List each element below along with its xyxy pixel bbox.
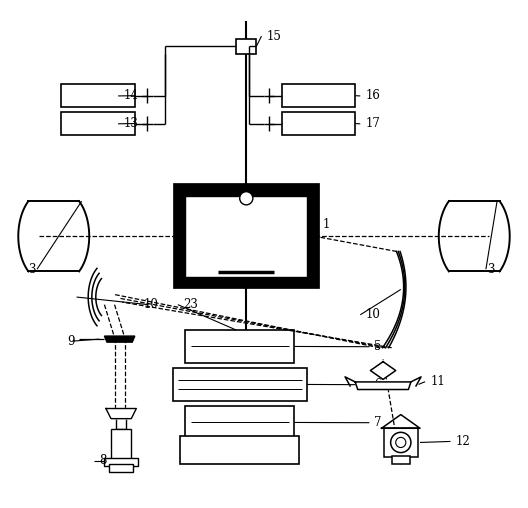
Polygon shape	[355, 382, 411, 390]
FancyBboxPatch shape	[61, 84, 135, 107]
Polygon shape	[370, 362, 395, 379]
FancyBboxPatch shape	[105, 458, 138, 466]
Text: 13: 13	[123, 117, 138, 130]
FancyBboxPatch shape	[181, 436, 299, 464]
Polygon shape	[105, 336, 135, 342]
Text: 12: 12	[456, 435, 470, 448]
Text: 3: 3	[28, 263, 36, 276]
FancyBboxPatch shape	[61, 112, 135, 135]
Text: 2: 2	[292, 247, 299, 261]
Text: 8: 8	[99, 454, 107, 467]
Text: 3: 3	[487, 263, 495, 276]
Text: 16: 16	[365, 89, 380, 103]
Text: 9: 9	[68, 335, 75, 347]
Text: 15: 15	[267, 29, 281, 43]
Text: 14: 14	[123, 89, 138, 103]
Text: 4: 4	[297, 271, 305, 284]
Text: 5: 5	[374, 340, 382, 353]
FancyBboxPatch shape	[282, 84, 355, 107]
FancyBboxPatch shape	[173, 368, 307, 401]
Text: 7: 7	[374, 416, 382, 429]
FancyBboxPatch shape	[109, 464, 133, 472]
FancyBboxPatch shape	[178, 188, 315, 284]
Circle shape	[395, 437, 406, 448]
FancyBboxPatch shape	[392, 456, 410, 464]
FancyBboxPatch shape	[185, 406, 295, 439]
Polygon shape	[106, 408, 136, 419]
FancyBboxPatch shape	[384, 428, 418, 457]
Circle shape	[391, 432, 411, 453]
FancyBboxPatch shape	[185, 330, 295, 363]
Text: 23: 23	[183, 298, 198, 311]
Text: 11: 11	[430, 375, 445, 388]
Circle shape	[240, 192, 253, 205]
Text: 17: 17	[365, 117, 380, 130]
Text: 6: 6	[374, 378, 382, 391]
Text: 1: 1	[322, 218, 329, 231]
FancyBboxPatch shape	[185, 196, 307, 277]
FancyBboxPatch shape	[111, 429, 131, 459]
FancyBboxPatch shape	[282, 112, 355, 135]
FancyBboxPatch shape	[236, 39, 257, 54]
Text: 10: 10	[365, 308, 380, 321]
Text: 10: 10	[144, 298, 158, 311]
